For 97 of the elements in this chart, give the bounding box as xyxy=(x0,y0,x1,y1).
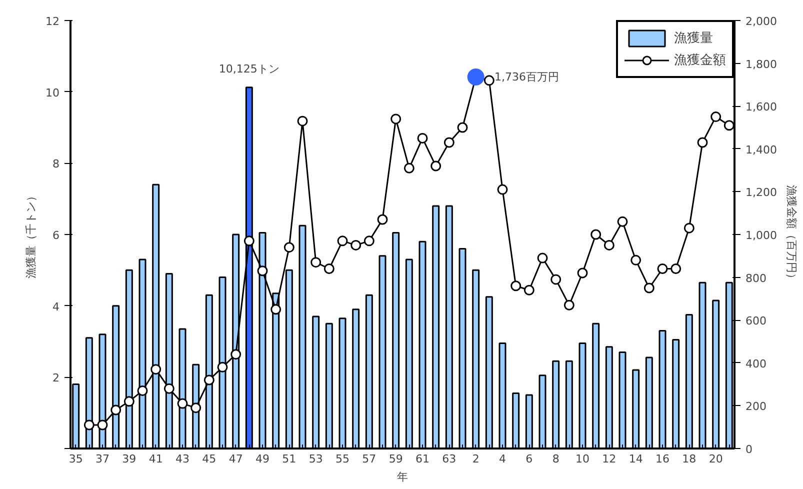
point xyxy=(164,383,174,394)
y2-tick-label: 800 xyxy=(746,272,766,285)
point xyxy=(710,112,722,122)
point xyxy=(644,282,654,294)
x-tick-label: 43 xyxy=(176,452,190,466)
x-tick-label: 8 xyxy=(552,452,560,466)
x-tick-label: 37 xyxy=(96,452,110,466)
point xyxy=(417,132,428,144)
point xyxy=(430,160,442,172)
y-axis-title: 漁獲量（千トン） xyxy=(24,190,38,278)
y2-tick-label: 1,000 xyxy=(746,229,777,242)
point xyxy=(537,252,548,264)
point xyxy=(150,364,162,375)
point xyxy=(484,75,494,86)
x-tick-label: 10 xyxy=(576,452,590,466)
x-tick-label: 16 xyxy=(656,452,670,466)
x-tick-label: 41 xyxy=(148,452,163,466)
point xyxy=(364,236,374,246)
x-tick-label: 53 xyxy=(308,452,323,466)
point xyxy=(204,374,214,386)
point xyxy=(724,120,734,131)
point xyxy=(137,385,148,396)
x-tick-label: 51 xyxy=(282,452,296,466)
x-tick-label: 61 xyxy=(416,452,430,466)
point xyxy=(577,268,588,278)
y2-tick-label: 2,000 xyxy=(746,15,777,28)
x-tick-label: 49 xyxy=(256,452,270,466)
x-tick-label: 59 xyxy=(388,452,403,466)
point xyxy=(310,257,322,268)
point xyxy=(84,420,94,430)
x-tick-label: 12 xyxy=(602,452,616,466)
x-tick-label: 55 xyxy=(336,452,350,466)
legend-label: 漁獲量 xyxy=(674,30,713,47)
point xyxy=(284,242,294,253)
point xyxy=(377,214,388,225)
y-tick-label: 6 xyxy=(52,229,60,242)
x-tick-label: 2 xyxy=(472,452,480,466)
point xyxy=(217,362,228,372)
point xyxy=(617,216,628,227)
y2-tick-label: 600 xyxy=(746,314,766,328)
point xyxy=(590,229,602,240)
legend-label: 漁獲金額 xyxy=(674,52,726,69)
point xyxy=(350,240,362,250)
point xyxy=(657,264,668,274)
point xyxy=(510,280,522,292)
x-tick-label: 6 xyxy=(526,452,533,466)
y-tick-label: 10 xyxy=(46,86,60,100)
y2-tick-label: 1,400 xyxy=(746,143,777,156)
data-label: 1,736百万円 xyxy=(494,70,559,84)
x-tick-label: 20 xyxy=(708,452,723,466)
x-tick-label: 45 xyxy=(202,452,216,466)
point xyxy=(390,114,402,124)
point xyxy=(124,396,134,407)
y-tick-label: 2 xyxy=(52,372,60,385)
x-tick-label: 4 xyxy=(499,452,506,466)
point xyxy=(697,137,708,148)
point xyxy=(630,254,642,266)
y2-tick-label: 0 xyxy=(746,443,752,456)
x-tick-label: 18 xyxy=(682,452,696,466)
x-tick-label: 57 xyxy=(362,452,376,466)
point xyxy=(324,264,334,274)
x-tick-label: 47 xyxy=(228,452,243,466)
point xyxy=(550,274,562,285)
y-tick-label: 8 xyxy=(52,158,60,171)
point xyxy=(670,264,682,274)
point xyxy=(110,404,122,416)
point xyxy=(604,240,614,250)
y2-tick-label: 400 xyxy=(746,357,766,370)
point xyxy=(230,349,242,360)
x-tick-label: 39 xyxy=(122,452,136,466)
x-tick-label: 63 xyxy=(442,452,456,466)
point xyxy=(270,304,282,315)
point xyxy=(457,122,468,133)
point xyxy=(97,420,108,430)
annotation: 10,125トン xyxy=(218,62,280,76)
point xyxy=(404,162,414,174)
point xyxy=(524,284,534,296)
y2-tick-label: 1,800 xyxy=(746,58,777,71)
y2-tick-label: 1,600 xyxy=(746,100,777,114)
point xyxy=(564,300,574,310)
y2-tick-label: 200 xyxy=(746,400,766,414)
point xyxy=(444,137,454,148)
point xyxy=(337,236,348,246)
y-tick-label: 12 xyxy=(46,15,60,28)
y-tick-label: 4 xyxy=(52,300,60,314)
point xyxy=(190,402,202,414)
point xyxy=(684,222,694,234)
point xyxy=(297,116,308,126)
point xyxy=(177,398,188,409)
x-axis-title: 年 xyxy=(397,470,408,484)
x-tick-label: 14 xyxy=(628,452,643,466)
y2-tick-label: 1,200 xyxy=(746,186,777,200)
point xyxy=(244,236,254,246)
point xyxy=(257,266,268,276)
y2-axis-title: 漁獲金額（百万円） xyxy=(784,185,798,284)
x-tick-label: 35 xyxy=(68,452,83,466)
point xyxy=(497,184,508,195)
